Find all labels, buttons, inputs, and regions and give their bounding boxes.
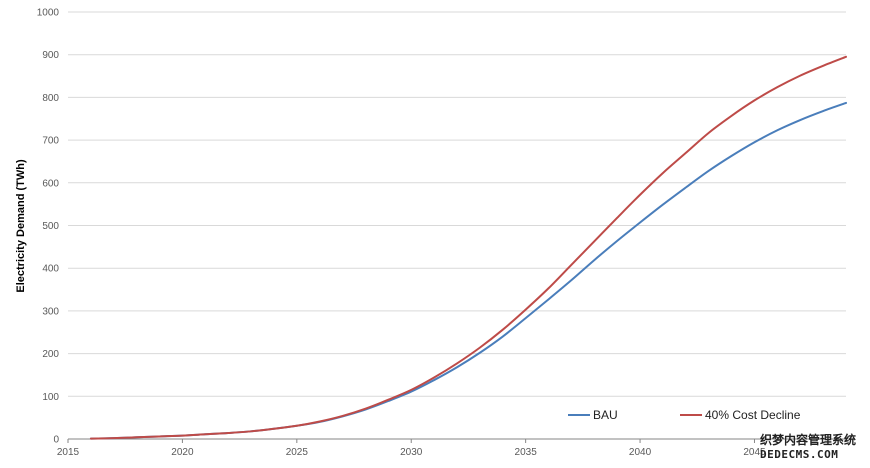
y-tick-label: 800 [42,93,59,104]
series-line-cost-decline [89,55,847,440]
y-tick-label: 600 [42,178,59,189]
y-tick-label: 400 [42,264,59,275]
y-axis-label: Electricity Demand (TWh) [15,159,27,293]
x-tick-label: 2020 [171,447,194,458]
series-lines [89,55,847,440]
legend-label: 40% Cost Decline [705,408,801,422]
y-tick-label: 300 [42,306,59,317]
y-tick-label: 900 [42,50,59,61]
x-tick-label: 2035 [515,447,538,458]
legend-label: BAU [593,408,618,422]
legend: BAU 40% Cost Decline [568,408,801,422]
y-tick-label: 100 [42,392,59,403]
watermark-line2: DEDECMS.COM [760,448,838,461]
y-tick-label: 200 [42,349,59,360]
y-tick-label: 0 [53,435,59,446]
x-tick-label: 2045 [743,447,766,458]
gridlines [68,11,846,397]
series-line-bau [89,101,847,440]
watermark-line1: 织梦内容管理系统 [760,432,856,447]
y-axis-ticks: 0 100 200 300 400 500 600 700 800 900 1000 [37,8,60,446]
x-tick-label: 2040 [629,447,652,458]
x-tick-label: 2015 [57,447,80,458]
watermark: 织梦内容管理系统 DEDECMS.COM [760,432,856,461]
y-tick-label: 1000 [37,8,60,19]
y-tick-label: 700 [42,136,59,147]
x-axis-ticks: 2015 2020 2025 2030 2035 2040 2045 [57,439,766,458]
x-tick-label: 2025 [286,447,309,458]
x-tick-label: 2030 [400,447,423,458]
y-tick-label: 500 [42,221,59,232]
